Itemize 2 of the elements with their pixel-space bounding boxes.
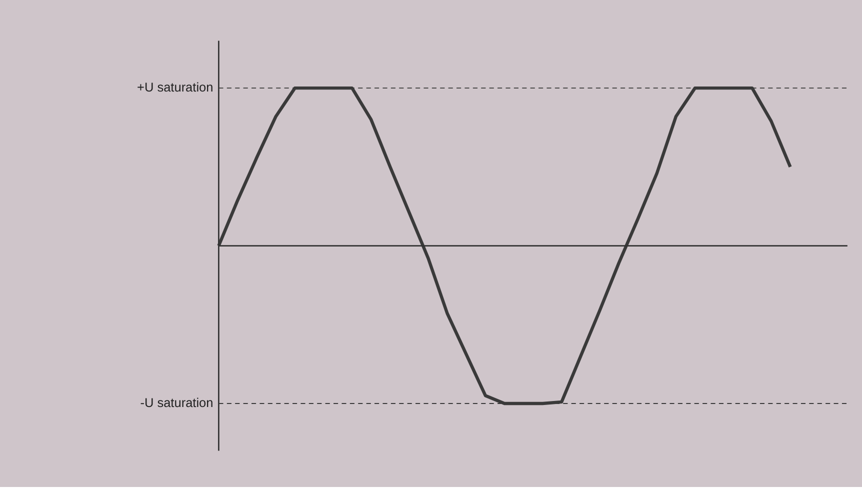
ref-line-label: +U saturation: [137, 80, 214, 95]
ref-line-label: -U saturation: [140, 395, 214, 410]
